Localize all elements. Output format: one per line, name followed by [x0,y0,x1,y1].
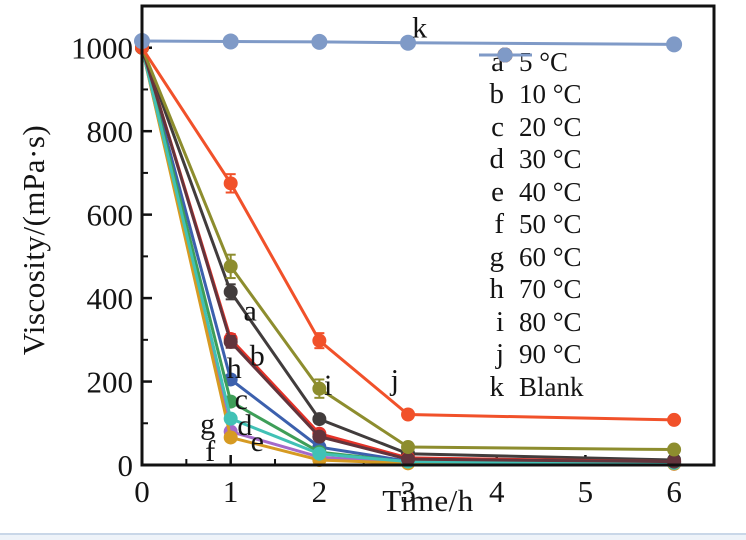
series-marker-h [312,429,327,444]
series-marker-i [667,442,682,457]
legend-marker-icon [479,47,532,63]
legend-series-label: 20 °C [519,111,582,142]
legend-series-label: Blank [519,371,584,402]
legend-series-label: 90 °C [519,339,582,370]
series-marker-h [223,334,238,349]
page-bottom-strip [0,533,746,540]
legend-series-label: 10 °C [519,79,582,110]
curve-label-a: a [244,295,257,328]
x-tick-label: 2 [312,474,328,509]
y-tick-label: 0 [118,448,134,483]
curve-label-b: b [250,340,265,373]
curve-label-c: c [235,383,248,416]
series-marker-g [312,446,327,461]
curve-label-j: j [390,363,399,396]
curve-label-g: g [200,407,215,440]
legend-series-label: 80 °C [519,306,582,337]
legend-series-letter: c [491,110,504,143]
legend-item: e 40 °C [478,47,584,209]
legend-series-letter: d [489,143,505,176]
y-tick-label: 1000 [71,31,133,66]
legend-series-label: 5 °C [519,46,569,77]
series-marker-h [667,454,682,469]
legend-item: d 30 °C [478,47,584,177]
series-line-f [140,47,675,466]
series-marker-i [312,381,327,396]
series-marker-i [401,440,416,455]
x-tick-label: 5 [578,474,594,509]
series-marker-k [311,33,328,50]
y-tick-label: 600 [87,198,134,233]
y-tick-label: 800 [87,114,134,149]
legend-item: k Blank [478,47,584,404]
legend-series-letter: h [489,273,505,306]
x-axis-title: Time/h [382,483,474,518]
legend-series-letter: f [494,208,504,241]
series-marker-a [223,284,238,299]
legend-series-letter: g [489,240,505,273]
series-marker-g [223,411,238,426]
legend-item: i 80 °C [478,47,584,339]
series-marker-j [401,407,416,422]
x-tick-label: 4 [489,474,505,509]
series-marker-k [222,33,239,50]
series-marker-h [401,452,416,467]
x-tick-label: 6 [666,474,682,509]
y-tick-label: 400 [87,281,134,316]
curve-label-f: f [205,435,215,468]
legend-item: f 50 °C [478,47,584,242]
series-marker-i [223,259,238,274]
curve-label-i: i [324,369,332,402]
y-tick-label: 200 [87,365,134,400]
series-marker-f [223,430,238,445]
legend-series-label: 70 °C [519,274,582,305]
curve-label-h: h [227,352,242,385]
curve-label-e: e [251,425,264,458]
series-marker-j [667,412,682,427]
y-axis-title: Viscosity/(mPa·s) [16,124,51,356]
series-marker-j [312,333,327,348]
x-tick-label: 3 [400,474,416,509]
curve-label-d: d [237,409,252,442]
legend-series-label: 50 °C [519,209,582,240]
series-marker-a [312,412,327,427]
legend-series-letter: b [489,78,505,111]
legend-series-letter: j [495,338,504,371]
series-marker-j [223,176,238,191]
legend-item: b 10 °C [478,47,584,112]
curve-label-k: k [412,12,427,45]
legend-series-letter: k [489,370,505,403]
x-tick-label: 1 [223,474,239,509]
plot-frame [140,4,716,467]
series-marker-k [400,34,417,51]
legend-series-label: 30 °C [519,144,582,175]
chart-legend: a 5 °C b 10 °C c 20 °C d [478,46,584,404]
legend-series-letter: i [495,305,504,338]
series-marker-k [666,36,683,53]
legend-item: g 60 °C [478,47,584,274]
legend-series-label: 60 °C [519,241,582,272]
legend-item: j 90 °C [478,47,584,372]
x-tick-label: 0 [134,474,150,509]
legend-series-label: 40 °C [519,176,582,207]
legend-item: c 20 °C [478,47,584,144]
legend-series-letter: e [491,175,504,208]
legend-item: h 70 °C [478,47,584,307]
